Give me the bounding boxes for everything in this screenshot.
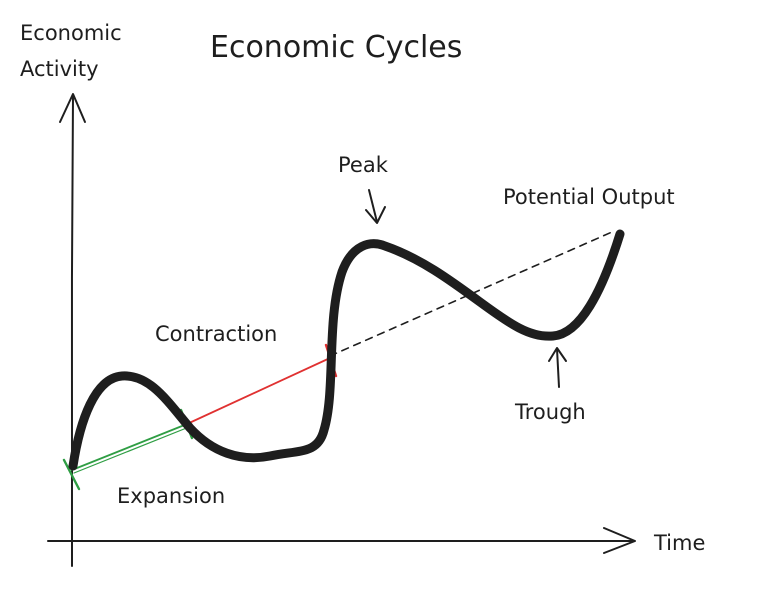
trough-label: Trough bbox=[514, 400, 586, 424]
x-axis-label: Time bbox=[653, 531, 705, 555]
contraction-label: Contraction bbox=[155, 322, 277, 346]
diagram-title: Economic Cycles bbox=[210, 30, 462, 65]
y-axis bbox=[59, 93, 86, 567]
contraction-segment bbox=[179, 343, 338, 438]
economic-activity-curve bbox=[68, 229, 625, 471]
y-axis-label-line2: Activity bbox=[20, 57, 99, 81]
peak-label: Peak bbox=[338, 153, 389, 177]
y-axis-label-line1: Economic bbox=[20, 21, 122, 45]
potential-output-dashed-line bbox=[329, 231, 613, 357]
expansion-label: Expansion bbox=[117, 484, 225, 508]
potential-output-label: Potential Output bbox=[503, 185, 675, 209]
peak-arrow bbox=[365, 189, 386, 224]
x-axis bbox=[47, 527, 636, 554]
trough-arrow bbox=[548, 347, 567, 388]
